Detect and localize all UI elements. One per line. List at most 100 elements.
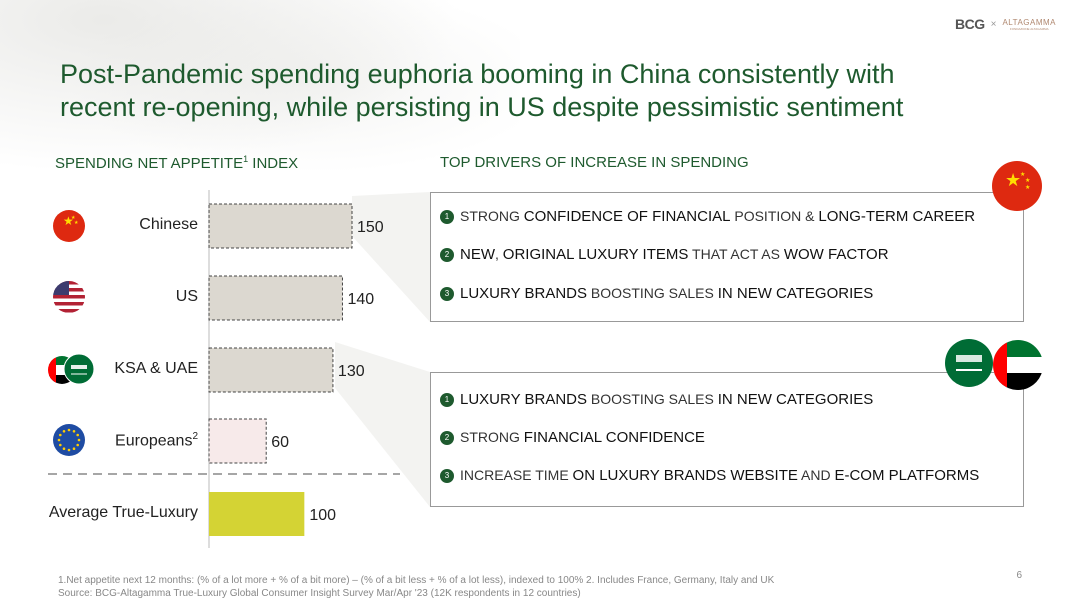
driver-item: 3 LUXURY BRANDS BOOSTING SALES IN NEW CAT… xyxy=(440,285,873,302)
logo-separator: × xyxy=(990,18,997,30)
category-label-text: KSA & UAE xyxy=(114,360,198,377)
page-title-line-1: Post-Pandemic spending euphoria booming … xyxy=(60,59,895,89)
value-label-1: 140 xyxy=(347,291,374,308)
bar-3 xyxy=(208,418,267,464)
driver-item: 1 LUXURY BRANDS BOOSTING SALES IN NEW CAT… xyxy=(440,391,873,408)
svg-text:★: ★ xyxy=(71,215,76,221)
china-flag-large-icon: ★ ★ ★ ★ xyxy=(992,161,1042,211)
driver-text-plain: THAT ACT AS xyxy=(688,246,784,262)
category-label-2: KSA & UAE xyxy=(114,360,198,378)
page-title: Post-Pandemic spending euphoria booming … xyxy=(60,58,1020,124)
driver-text-emphasis: LONG-TERM CAREER xyxy=(818,208,976,225)
left-heading-suffix: INDEX xyxy=(248,155,299,172)
bars-layer: 150 140 130 60 100 xyxy=(208,203,384,536)
driver-text-emphasis: LUXURY BRANDS xyxy=(460,285,587,302)
left-heading-text: SPENDING NET APPETITE xyxy=(55,155,244,172)
svg-text:★: ★ xyxy=(1005,170,1021,191)
driver-item: 2 STRONG FINANCIAL CONFIDENCE xyxy=(440,429,705,446)
altagamma-logo-text: ALTAGAMMA xyxy=(1002,17,1056,27)
value-label-0: 150 xyxy=(357,219,384,236)
driver-text-emphasis: LUXURY BRANDS xyxy=(460,391,587,408)
driver-item: 1 STRONG CONFIDENCE OF FINANCIAL POSITION… xyxy=(440,208,975,225)
value-label-4: 100 xyxy=(309,507,336,524)
category-label-text: Average True-Luxury xyxy=(48,504,198,521)
category-label-1: US xyxy=(176,288,198,306)
svg-text:★: ★ xyxy=(1025,177,1030,184)
uae-flag-small-icon xyxy=(48,356,76,384)
driver-text: NEW, ORIGINAL LUXURY ITEMS THAT ACT AS W… xyxy=(460,246,889,263)
driver-item: 3 INCREASE TIME ON LUXURY BRANDS WEBSITE … xyxy=(440,467,979,484)
driver-number-badge: 3 xyxy=(440,468,454,483)
driver-text-emphasis: ORIGINAL LUXURY ITEMS xyxy=(502,246,689,263)
driver-text-emphasis: NEW xyxy=(460,246,495,263)
category-footnote-mark: 2 xyxy=(192,431,198,442)
logo-group: BCG × ALTAGAMMA FONDAZIONE ALTAGAMMA xyxy=(955,16,1056,32)
driver-text: LUXURY BRANDS BOOSTING SALES IN NEW CATE… xyxy=(460,285,873,302)
driver-text-emphasis: FINANCIAL CONFIDENCE xyxy=(523,429,705,446)
driver-text-plain: INCREASE TIME xyxy=(460,467,573,483)
footnote: 1.Net appetite next 12 months: (% of a l… xyxy=(58,574,774,600)
driver-number-badge: 2 xyxy=(440,247,454,262)
category-label-0: Chinese xyxy=(139,216,198,234)
driver-text-emphasis: IN NEW CATEGORIES xyxy=(717,285,874,302)
value-label-3: 60 xyxy=(271,434,289,451)
driver-text-plain: BOOSTING SALES xyxy=(587,391,718,407)
driver-text: STRONG FINANCIAL CONFIDENCE xyxy=(460,429,705,446)
driver-text-plain: STRONG xyxy=(460,429,524,445)
bar-2 xyxy=(208,347,334,393)
svg-text:★: ★ xyxy=(63,214,74,228)
page-title-line-2: recent re-opening, while persisting in U… xyxy=(60,92,904,122)
drivers-box-china-us xyxy=(430,192,1024,322)
driver-number-badge: 2 xyxy=(440,430,454,445)
driver-text: INCREASE TIME ON LUXURY BRANDS WEBSITE A… xyxy=(460,467,979,484)
china-flag-icon: ★ ★ ★ xyxy=(53,210,85,242)
bar-1 xyxy=(208,275,343,321)
connector-top xyxy=(352,192,430,322)
bar-0 xyxy=(208,203,353,249)
driver-number-badge: 1 xyxy=(440,209,454,224)
altagamma-logo: ALTAGAMMA FONDAZIONE ALTAGAMMA xyxy=(1002,18,1056,31)
driver-text-emphasis: IN NEW CATEGORIES xyxy=(717,391,874,408)
uae-flag-large-icon xyxy=(993,340,1043,390)
driver-text-plain: POSITION & xyxy=(730,208,819,224)
left-heading-footnote-mark: 1 xyxy=(243,154,249,164)
right-section-heading: TOP DRIVERS OF INCREASE IN SPENDING xyxy=(440,154,749,171)
svg-text:★: ★ xyxy=(1025,184,1030,191)
footnote-source: Source: BCG-Altagamma True-Luxury Global… xyxy=(58,588,581,599)
category-label-3: Europeans2 xyxy=(115,431,198,450)
driver-text-plain: AND xyxy=(797,467,835,483)
ksa-flag-large-icon xyxy=(945,339,993,387)
driver-text-plain: , xyxy=(495,246,503,262)
driver-text-emphasis: ON LUXURY BRANDS WEBSITE xyxy=(572,467,798,484)
driver-text-plain: BOOSTING SALES xyxy=(587,285,718,301)
connector-bottom xyxy=(335,342,430,507)
background-texture xyxy=(0,0,520,200)
driver-number-badge: 1 xyxy=(440,392,454,407)
driver-text-emphasis: CONFIDENCE OF FINANCIAL xyxy=(523,208,731,225)
driver-item: 2 NEW, ORIGINAL LUXURY ITEMS THAT ACT AS … xyxy=(440,246,889,263)
driver-text: STRONG CONFIDENCE OF FINANCIAL POSITION … xyxy=(460,208,975,225)
ksa-flag-small-icon xyxy=(63,353,95,385)
driver-number-badge: 3 xyxy=(440,286,454,301)
left-section-heading: SPENDING NET APPETITE1 INDEX xyxy=(55,154,298,172)
footnote-line-1: 1.Net appetite next 12 months: (% of a l… xyxy=(58,575,775,586)
bcg-logo: BCG xyxy=(954,16,985,32)
value-label-2: 130 xyxy=(338,363,365,380)
category-label-text: Chinese xyxy=(139,216,198,233)
driver-text-emphasis: E-COM PLATFORMS xyxy=(834,467,980,484)
bar-4 xyxy=(209,492,305,536)
category-label-text: US xyxy=(175,288,198,305)
eu-flag-icon xyxy=(53,424,85,456)
driver-text-emphasis: WOW FACTOR xyxy=(783,246,889,263)
driver-text-plain: STRONG xyxy=(460,208,524,224)
category-label-4: Average True-Luxury xyxy=(49,504,198,522)
usa-flag-icon xyxy=(53,281,85,313)
drivers-box-ksa-uae xyxy=(430,372,1024,507)
svg-text:★: ★ xyxy=(74,220,79,226)
svg-text:★: ★ xyxy=(1020,171,1025,178)
driver-text: LUXURY BRANDS BOOSTING SALES IN NEW CATE… xyxy=(460,391,873,408)
page-number: 6 xyxy=(1016,570,1022,581)
category-label-text: Europeans xyxy=(115,432,193,450)
altagamma-logo-subtext: FONDAZIONE ALTAGAMMA xyxy=(1009,26,1049,31)
